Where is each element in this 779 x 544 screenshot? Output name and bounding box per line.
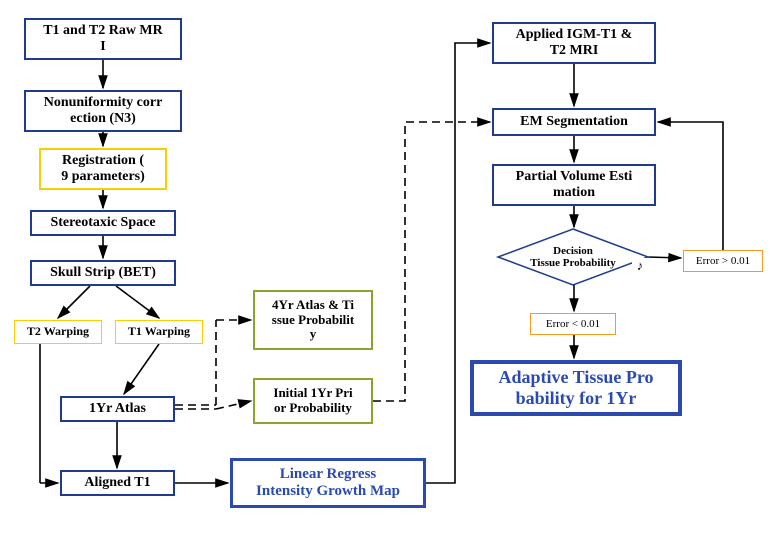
node-n3-correction: Nonuniformity correction (N3) <box>24 90 182 132</box>
node-skull-strip: Skull Strip (BET) <box>30 260 176 286</box>
label: 4Yr Atlas & Tissue Probability <box>272 298 354 343</box>
node-em-segmentation: EM Segmentation <box>492 108 656 136</box>
label: EM Segmentation <box>520 114 628 130</box>
label: T1 Warping <box>128 325 190 339</box>
label: Applied IGM-T1 &T2 MRI <box>516 27 633 59</box>
node-t1-warping: T1 Warping <box>115 320 203 344</box>
note-icon: ♪ <box>637 259 644 274</box>
note-glyph: ♪ <box>632 258 648 274</box>
label: Registration (9 parameters) <box>61 153 145 185</box>
node-adaptive-tissue: Adaptive Tissue Probability for 1Yr <box>470 360 682 416</box>
label: Stereotaxic Space <box>50 215 155 231</box>
label: Skull Strip (BET) <box>50 265 156 281</box>
label: Initial 1Yr Prior Probability <box>273 386 352 416</box>
label: Error > 0.01 <box>696 255 750 268</box>
label: Partial Volume Estimation <box>516 169 633 201</box>
label: Aligned T1 <box>84 475 150 491</box>
label: Linear RegressIntensity Growth Map <box>256 466 400 501</box>
label: Error < 0.01 <box>546 318 600 331</box>
node-decision-diamond: DecisionTissue Probability <box>498 229 648 285</box>
node-applied-igm: Applied IGM-T1 &T2 MRI <box>492 22 656 64</box>
label: DecisionTissue Probability <box>530 245 615 269</box>
node-raw-mri: T1 and T2 Raw MRI <box>24 18 182 60</box>
flowchart-stage: { "canvas": { "width": 779, "height": 54… <box>0 0 779 544</box>
label: Adaptive Tissue Probability for 1Yr <box>498 367 653 408</box>
node-t2-warping: T2 Warping <box>14 320 102 344</box>
label: 1Yr Atlas <box>89 401 146 417</box>
node-partial-volume: Partial Volume Estimation <box>492 164 656 206</box>
node-4yr-atlas: 4Yr Atlas & Tissue Probability <box>253 290 373 350</box>
node-error-gt: Error > 0.01 <box>683 250 763 272</box>
node-initial-prior: Initial 1Yr Prior Probability <box>253 378 373 424</box>
node-stereotaxic: Stereotaxic Space <box>30 210 176 236</box>
label: Nonuniformity correction (N3) <box>44 95 163 127</box>
node-error-lt: Error < 0.01 <box>530 313 616 335</box>
label: T1 and T2 Raw MRI <box>43 23 163 55</box>
node-aligned-t1: Aligned T1 <box>60 470 175 496</box>
node-registration: Registration (9 parameters) <box>39 148 167 190</box>
label: T2 Warping <box>27 325 89 339</box>
node-linear-regress: Linear RegressIntensity Growth Map <box>230 458 426 508</box>
node-1yr-atlas: 1Yr Atlas <box>60 396 175 422</box>
